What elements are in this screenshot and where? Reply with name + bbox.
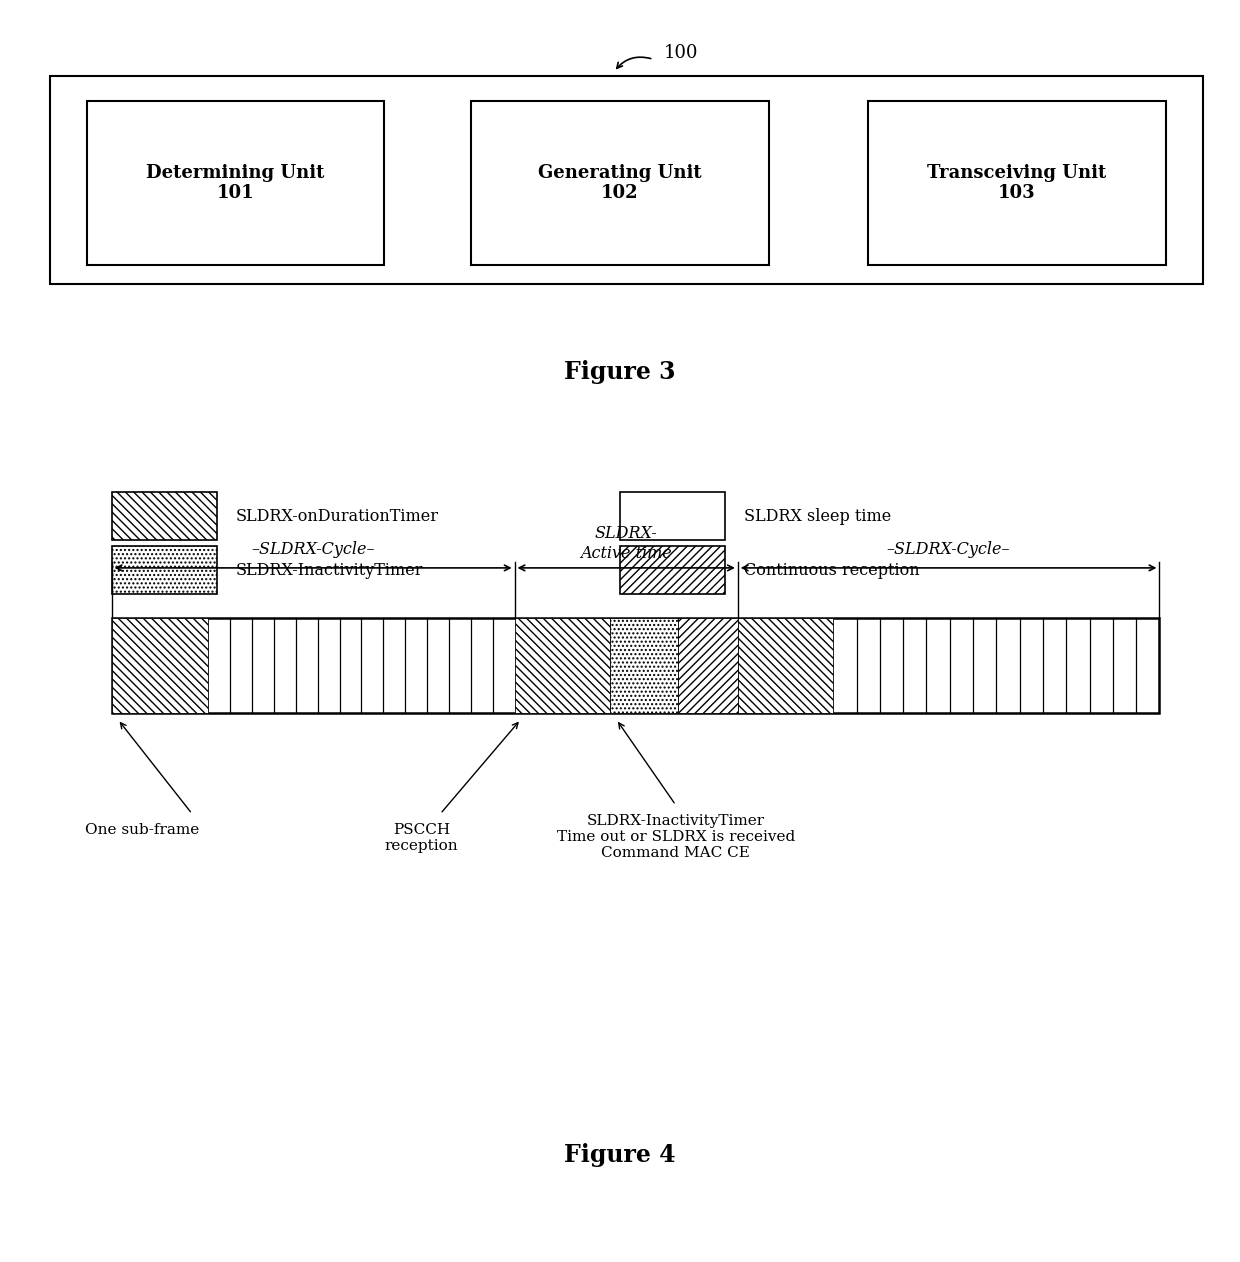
- Text: SLDRX-InactivityTimer
Time out or SLDRX is received
Command MAC CE: SLDRX-InactivityTimer Time out or SLDRX …: [557, 814, 795, 861]
- Bar: [471, 101, 769, 265]
- Bar: [868, 101, 1166, 265]
- Text: Figure 4: Figure 4: [564, 1142, 676, 1167]
- Text: Figure 3: Figure 3: [564, 360, 676, 385]
- Text: –SLDRX-Cycle–: –SLDRX-Cycle–: [252, 541, 374, 558]
- Bar: [515, 618, 610, 713]
- Text: –SLDRX-Cycle–: –SLDRX-Cycle–: [887, 541, 1011, 558]
- Text: SLDRX-onDurationTimer: SLDRX-onDurationTimer: [236, 507, 439, 525]
- Bar: [112, 618, 1159, 713]
- Bar: [620, 546, 725, 594]
- Text: Generating Unit
102: Generating Unit 102: [538, 164, 702, 202]
- Bar: [678, 618, 738, 713]
- Text: SLDRX-
Active time: SLDRX- Active time: [580, 525, 672, 562]
- Bar: [112, 618, 208, 713]
- Text: PSCCH
reception: PSCCH reception: [384, 823, 459, 853]
- Bar: [87, 101, 384, 265]
- Text: SLDRX sleep time: SLDRX sleep time: [744, 507, 892, 525]
- Bar: [112, 492, 217, 540]
- Text: Continuous reception: Continuous reception: [744, 562, 920, 579]
- Text: Determining Unit
101: Determining Unit 101: [146, 164, 325, 202]
- Bar: [50, 76, 1203, 284]
- Bar: [738, 618, 833, 713]
- Text: One sub-frame: One sub-frame: [86, 823, 200, 837]
- Bar: [620, 492, 725, 540]
- Bar: [610, 618, 678, 713]
- Text: Transceiving Unit
103: Transceiving Unit 103: [928, 164, 1106, 202]
- Bar: [112, 546, 217, 594]
- Text: SLDRX-InactivityTimer: SLDRX-InactivityTimer: [236, 562, 423, 579]
- Text: 100: 100: [663, 44, 698, 62]
